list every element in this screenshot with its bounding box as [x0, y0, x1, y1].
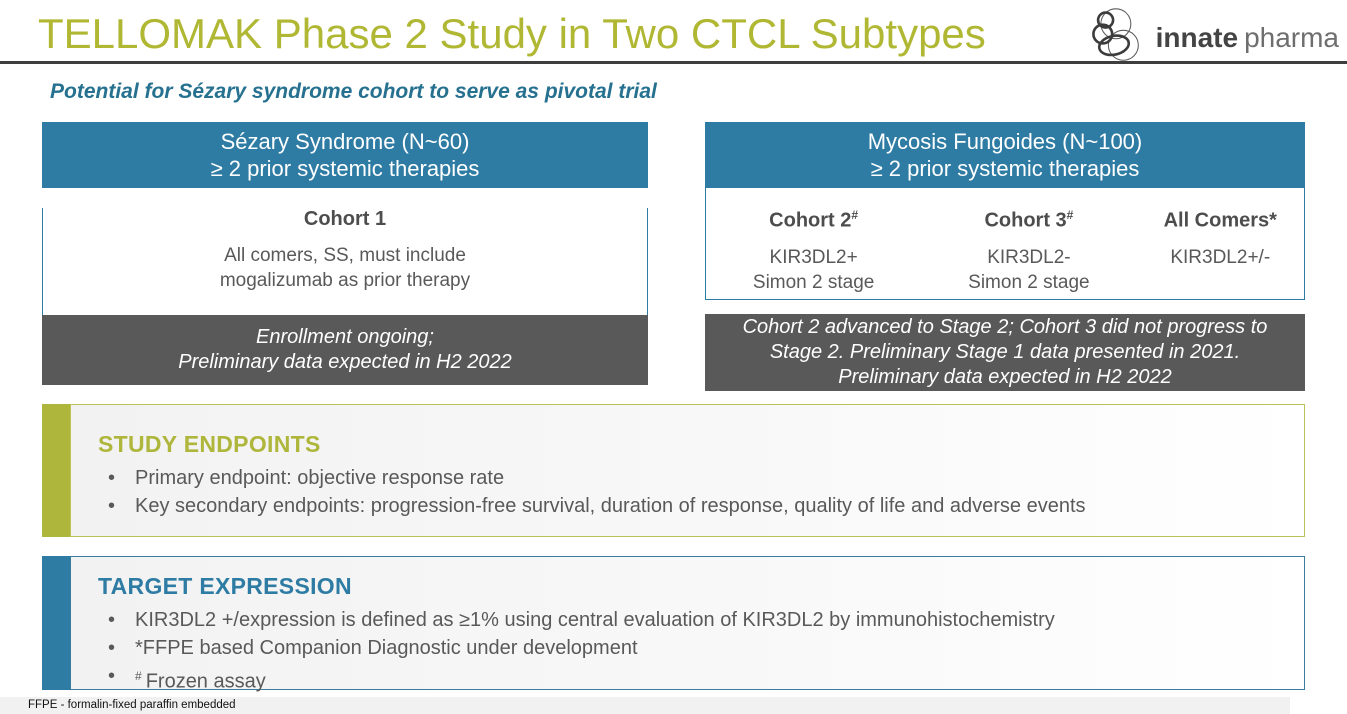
- target-expression-section: TARGET EXPRESSION KIR3DL2 +/expression i…: [70, 556, 1305, 693]
- target-bullet-frozen: #Frozen assay: [71, 662, 1304, 696]
- mycosis-table: Mycosis Fungoides (N~100) ≥ 2 prior syst…: [705, 122, 1305, 300]
- mycosis-status-line1: Cohort 2 advanced to Stage 2; Cohort 3 d…: [742, 316, 1268, 338]
- logo-word-innate: innate: [1155, 21, 1239, 53]
- logo-wordmark: innate pharma: [1156, 22, 1339, 54]
- footnote-strip: FFPE - formalin-fixed paraffin embedded: [0, 697, 1290, 714]
- footnote-text: FFPE - formalin-fixed paraffin embedded: [28, 699, 236, 711]
- target-expression-list: KIR3DL2 +/expression is defined as ≥1% u…: [71, 606, 1304, 696]
- mycosis-cohort3-desc: KIR3DL2- Simon 2 stage: [968, 246, 1090, 293]
- mycosis-cohort2-label: Cohort 2#: [769, 208, 859, 232]
- slide-subtitle: Potential for Sézary syndrome cohort to …: [50, 80, 657, 103]
- endpoints-bullet-secondary: Key secondary endpoints: progression-fre…: [71, 492, 1304, 520]
- study-endpoints-list: Primary endpoint: objective response rat…: [71, 464, 1304, 520]
- cohort2-sup: #: [851, 208, 859, 222]
- mycosis-allcomers-desc: KIR3DL2+/-: [1170, 246, 1271, 268]
- sezary-desc-line2: mogalizumab as prior therapy: [219, 270, 471, 291]
- target-bullet-ffpe: *FFPE based Companion Diagnostic under d…: [71, 634, 1304, 662]
- sezary-cohort-desc: All comers, SS, must include mogalizumab…: [43, 243, 647, 293]
- mycosis-status-line2: Stage 2. Preliminary Stage 1 data presen…: [769, 341, 1241, 363]
- title-divider: [0, 61, 1347, 64]
- target-bullet-kir3dl2: KIR3DL2 +/expression is defined as ≥1% u…: [71, 606, 1304, 634]
- mycosis-allcomers-label: All Comers*: [1163, 209, 1277, 232]
- sezary-cohort-label: Cohort 1: [303, 208, 387, 230]
- logo-word-pharma: pharma: [1244, 21, 1339, 53]
- innate-pharma-logo: innate pharma: [1076, 6, 1339, 69]
- mycosis-status-line3: Preliminary data expected in H2 2022: [838, 366, 1172, 388]
- mycosis-header-line2: ≥ 2 prior systemic therapies: [870, 156, 1140, 181]
- mycosis-allcomers-column: All Comers* KIR3DL2+/-: [1137, 188, 1304, 299]
- sezary-table: Sézary Syndrome (N~60) ≥ 2 prior systemi…: [42, 122, 648, 320]
- cohort3-sup: #: [1066, 208, 1074, 222]
- study-endpoints-heading: STUDY ENDPOINTS: [98, 431, 321, 457]
- innate-pharma-logo-icon: [1076, 6, 1152, 69]
- sezary-status-line2: Preliminary data expected in H2 2022: [178, 351, 512, 373]
- sezary-status-box: Enrollment ongoing; Preliminary data exp…: [42, 315, 648, 385]
- mycosis-cohort3-label: Cohort 3#: [984, 208, 1074, 232]
- mycosis-cohort2-column: Cohort 2# KIR3DL2+ Simon 2 stage: [706, 188, 921, 299]
- mycosis-cohort3-column: Cohort 3# KIR3DL2- Simon 2 stage: [921, 188, 1136, 299]
- sezary-header-line1: Sézary Syndrome (N~60): [220, 129, 470, 154]
- sezary-header-line2: ≥ 2 prior systemic therapies: [210, 156, 480, 181]
- sezary-table-header: Sézary Syndrome (N~60) ≥ 2 prior systemi…: [42, 122, 648, 188]
- mycosis-status-box: Cohort 2 advanced to Stage 2; Cohort 3 d…: [705, 314, 1305, 391]
- endpoints-bullet-primary: Primary endpoint: objective response rat…: [71, 464, 1304, 492]
- mycosis-table-body: Cohort 2# KIR3DL2+ Simon 2 stage Cohort …: [705, 188, 1305, 300]
- endpoints-accent-bar: [42, 404, 70, 537]
- mycosis-header-line1: Mycosis Fungoides (N~100): [867, 129, 1143, 154]
- sezary-table-body: Cohort 1 All comers, SS, must include mo…: [42, 208, 648, 320]
- target-expression-heading: TARGET EXPRESSION: [98, 573, 352, 599]
- study-endpoints-section: STUDY ENDPOINTS Primary endpoint: object…: [70, 404, 1305, 537]
- page-title: TELLOMAK Phase 2 Study in Two CTCL Subty…: [38, 10, 986, 57]
- mycosis-cohort2-desc: KIR3DL2+ Simon 2 stage: [752, 246, 875, 293]
- mycosis-table-header: Mycosis Fungoides (N~100) ≥ 2 prior syst…: [705, 122, 1305, 188]
- sezary-status-line1: Enrollment ongoing;: [256, 326, 434, 348]
- sezary-desc-line1: All comers, SS, must include: [224, 245, 466, 266]
- target-accent-bar: [42, 556, 70, 690]
